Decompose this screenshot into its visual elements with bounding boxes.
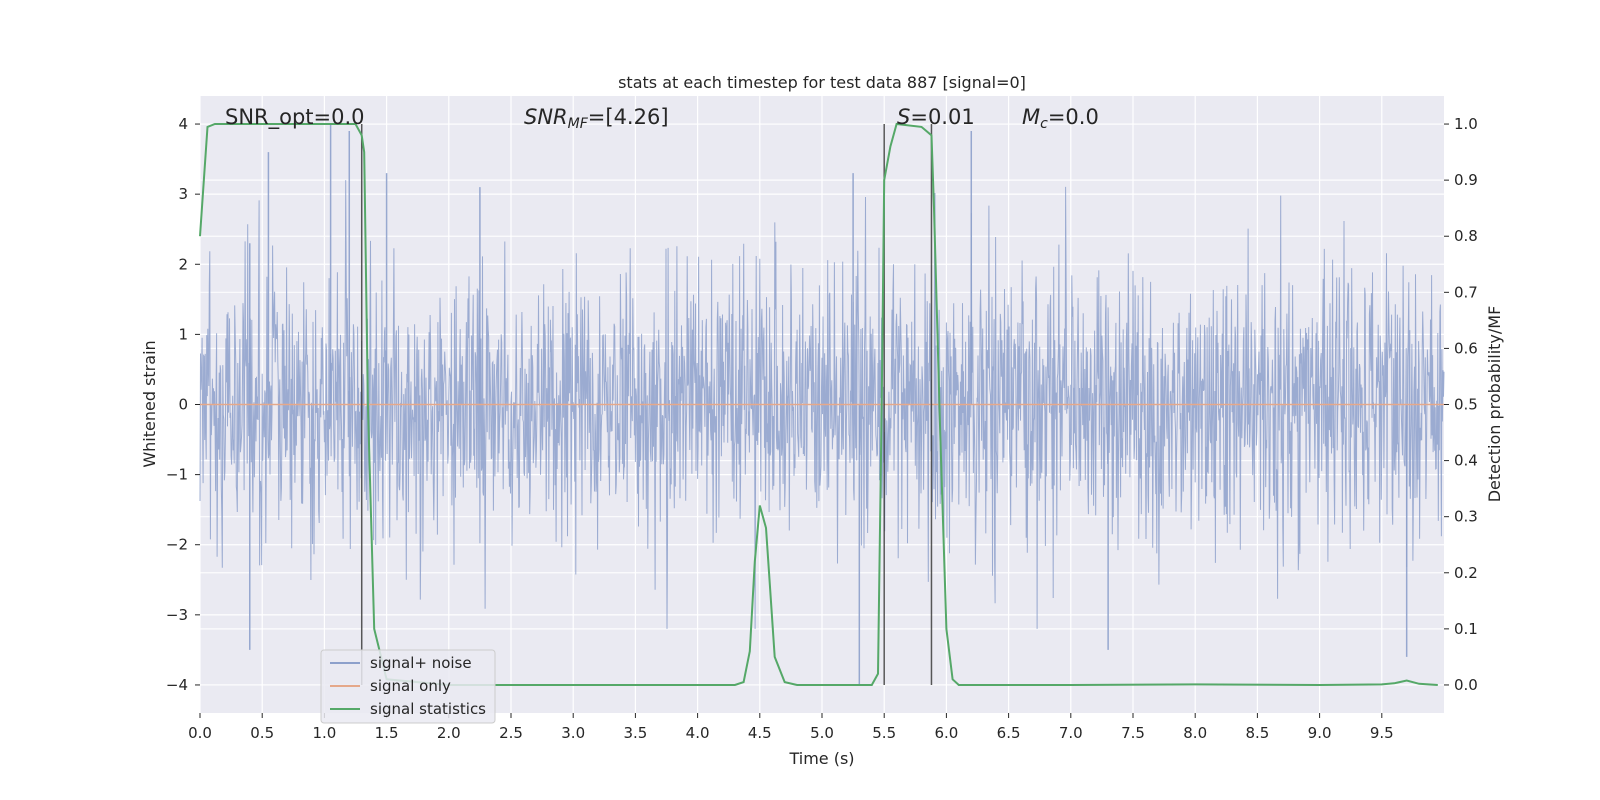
x-tick-label-5: 2.5 xyxy=(499,724,523,742)
x-tick-label-18: 9.0 xyxy=(1308,724,1332,742)
statistics-line xyxy=(199,122,1438,687)
annotation-snr-mf-value: =[4.26] xyxy=(588,105,669,129)
legend-label-signal-only: signal only xyxy=(370,677,451,695)
y-left-tick-label-0: −4 xyxy=(166,676,188,694)
annotation-s-label: S xyxy=(897,105,910,129)
y-left-tick-label-6: 2 xyxy=(178,255,188,273)
y-right-tick-label-8: 0.8 xyxy=(1454,227,1478,245)
legend: signal+ noise signal only signal statist… xyxy=(320,649,496,724)
x-tick-label-13: 6.5 xyxy=(997,724,1021,742)
legend-box xyxy=(320,649,496,724)
annotation-mc-label: M xyxy=(1022,105,1040,129)
x-tick-label-6: 3.0 xyxy=(561,724,585,742)
x-tick-label-12: 6.0 xyxy=(934,724,958,742)
y-right-tick-label-9: 0.9 xyxy=(1454,171,1478,189)
series-signal-noise xyxy=(199,124,1445,685)
x-tick-label-16: 8.0 xyxy=(1183,724,1207,742)
annotation-snr-opt: SNR_opt=0.0 xyxy=(225,105,365,130)
y-right-tick-label-5: 0.5 xyxy=(1454,396,1478,414)
annotation-mc: Mc=0.0 xyxy=(1022,105,1099,132)
y-right-tick-label-7: 0.7 xyxy=(1454,283,1478,301)
legend-label-noise: signal+ noise xyxy=(370,654,472,672)
x-tick-label-11: 5.5 xyxy=(872,724,896,742)
y-right-tick-label-3: 0.3 xyxy=(1454,508,1478,526)
series-signal-statistics xyxy=(199,122,1438,687)
x-axis-ticks: 0.0 0.5 1.0 1.5 2.0 2.5 3.0 3.5 4.0 4.5 5.0 5.5 6.0 6… xyxy=(188,713,1394,742)
annotation-snr-mf-subscript: MF xyxy=(568,116,589,132)
x-tick-label-1: 0.5 xyxy=(250,724,274,742)
x-tick-label-8: 4.0 xyxy=(686,724,710,742)
y-right-tick-label-2: 0.2 xyxy=(1454,564,1478,582)
x-tick-label-7: 3.5 xyxy=(623,724,647,742)
y-right-tick-label-4: 0.4 xyxy=(1454,452,1478,470)
annotation-snr-mf: SNRMF=[4.26] xyxy=(524,105,669,132)
annotation-s-value: =0.01 xyxy=(910,105,974,129)
x-tick-label-10: 5.0 xyxy=(810,724,834,742)
x-tick-label-3: 1.5 xyxy=(375,724,399,742)
y-left-tick-label-8: 4 xyxy=(178,115,188,133)
y-left-tick-label-3: −1 xyxy=(166,466,188,484)
y-left-tick-label-5: 1 xyxy=(178,325,188,343)
x-tick-label-0: 0.0 xyxy=(188,724,212,742)
x-tick-label-14: 7.0 xyxy=(1059,724,1083,742)
y-left-axis-ticks: −4 −3 −2 −1 0 1 2 3 4 xyxy=(166,115,200,694)
x-tick-label-15: 7.5 xyxy=(1121,724,1145,742)
x-axis-label: Time (s) xyxy=(788,749,854,768)
legend-label-statistics: signal statistics xyxy=(370,700,486,718)
y-left-tick-label-2: −2 xyxy=(166,536,188,554)
y-right-tick-label-10: 1.0 xyxy=(1454,115,1478,133)
y-right-axis-ticks: 0.0 0.1 0.2 0.3 0.4 0.5 0.6 0.7 0.8 0.9 1.0 xyxy=(1444,115,1478,694)
annotation-snr-mf-label: SNR xyxy=(524,105,568,129)
annotation-mc-value: =0.0 xyxy=(1048,105,1099,129)
x-tick-label-9: 4.5 xyxy=(748,724,772,742)
y-left-tick-label-7: 3 xyxy=(178,185,188,203)
annotation-s-stat: S=0.01 xyxy=(897,105,975,129)
y-right-axis-label: Detection probability/MF xyxy=(1485,306,1504,503)
chart-title: stats at each timestep for test data 887… xyxy=(618,73,1026,92)
x-tick-label-4: 2.0 xyxy=(437,724,461,742)
y-left-tick-label-4: 0 xyxy=(178,396,188,414)
x-tick-label-2: 1.0 xyxy=(312,724,336,742)
y-right-tick-label-1: 0.1 xyxy=(1454,620,1478,638)
x-tick-label-19: 9.5 xyxy=(1370,724,1394,742)
annotation-mc-subscript: c xyxy=(1040,116,1048,132)
x-tick-label-17: 8.5 xyxy=(1245,724,1269,742)
y-left-tick-label-1: −3 xyxy=(166,606,188,624)
y-right-tick-label-6: 0.6 xyxy=(1454,339,1478,357)
y-left-axis-label: Whitened strain xyxy=(140,340,159,467)
y-right-tick-label-0: 0.0 xyxy=(1454,676,1478,694)
noise-trace xyxy=(199,180,1445,629)
